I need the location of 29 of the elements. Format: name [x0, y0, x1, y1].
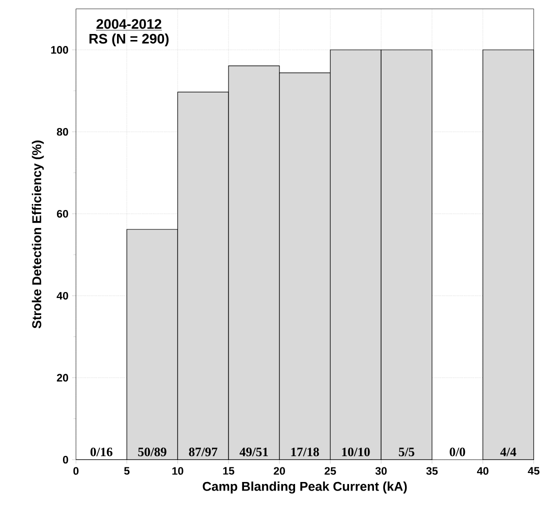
annotation: 5/5	[398, 448, 414, 456]
y-tick-label: 100	[51, 46, 68, 54]
annotation: 50/89	[138, 448, 166, 456]
y-tick-label: 0	[62, 456, 68, 464]
y-tick-label: 40	[56, 292, 68, 300]
x-axis-title: Camp Blanding Peak Current (kA)	[202, 482, 407, 494]
x-tick-label: 25	[324, 467, 336, 475]
y-tick-label: 60	[56, 210, 68, 218]
x-tick-label: 0	[73, 467, 79, 475]
x-tick-label: 5	[124, 467, 130, 475]
y-tick-label: 20	[56, 374, 68, 382]
x-tick-label: 45	[528, 467, 540, 475]
x-tick-label: 40	[477, 467, 488, 475]
annotation: 87/97	[189, 448, 218, 456]
annotation: 4/4	[500, 448, 516, 456]
x-tick-label: 20	[274, 467, 285, 475]
annotation: 0/0	[450, 448, 466, 456]
x-tick-label: 15	[223, 467, 234, 475]
annotation: 0/16	[90, 448, 112, 456]
text: 2004-2012	[96, 19, 162, 29]
y-axis-title: Stroke Detection Efficiency (%)	[32, 140, 44, 328]
x-tick-label: 30	[375, 467, 387, 475]
annotation: 49/51	[240, 448, 268, 456]
annotation: 10/10	[342, 448, 370, 456]
text: RS (N = 290)	[90, 34, 169, 46]
x-tick-label: 10	[172, 467, 184, 475]
annotation: 17/18	[291, 448, 319, 456]
x-tick-label: 35	[426, 467, 438, 475]
y-tick-label: 80	[56, 128, 68, 136]
